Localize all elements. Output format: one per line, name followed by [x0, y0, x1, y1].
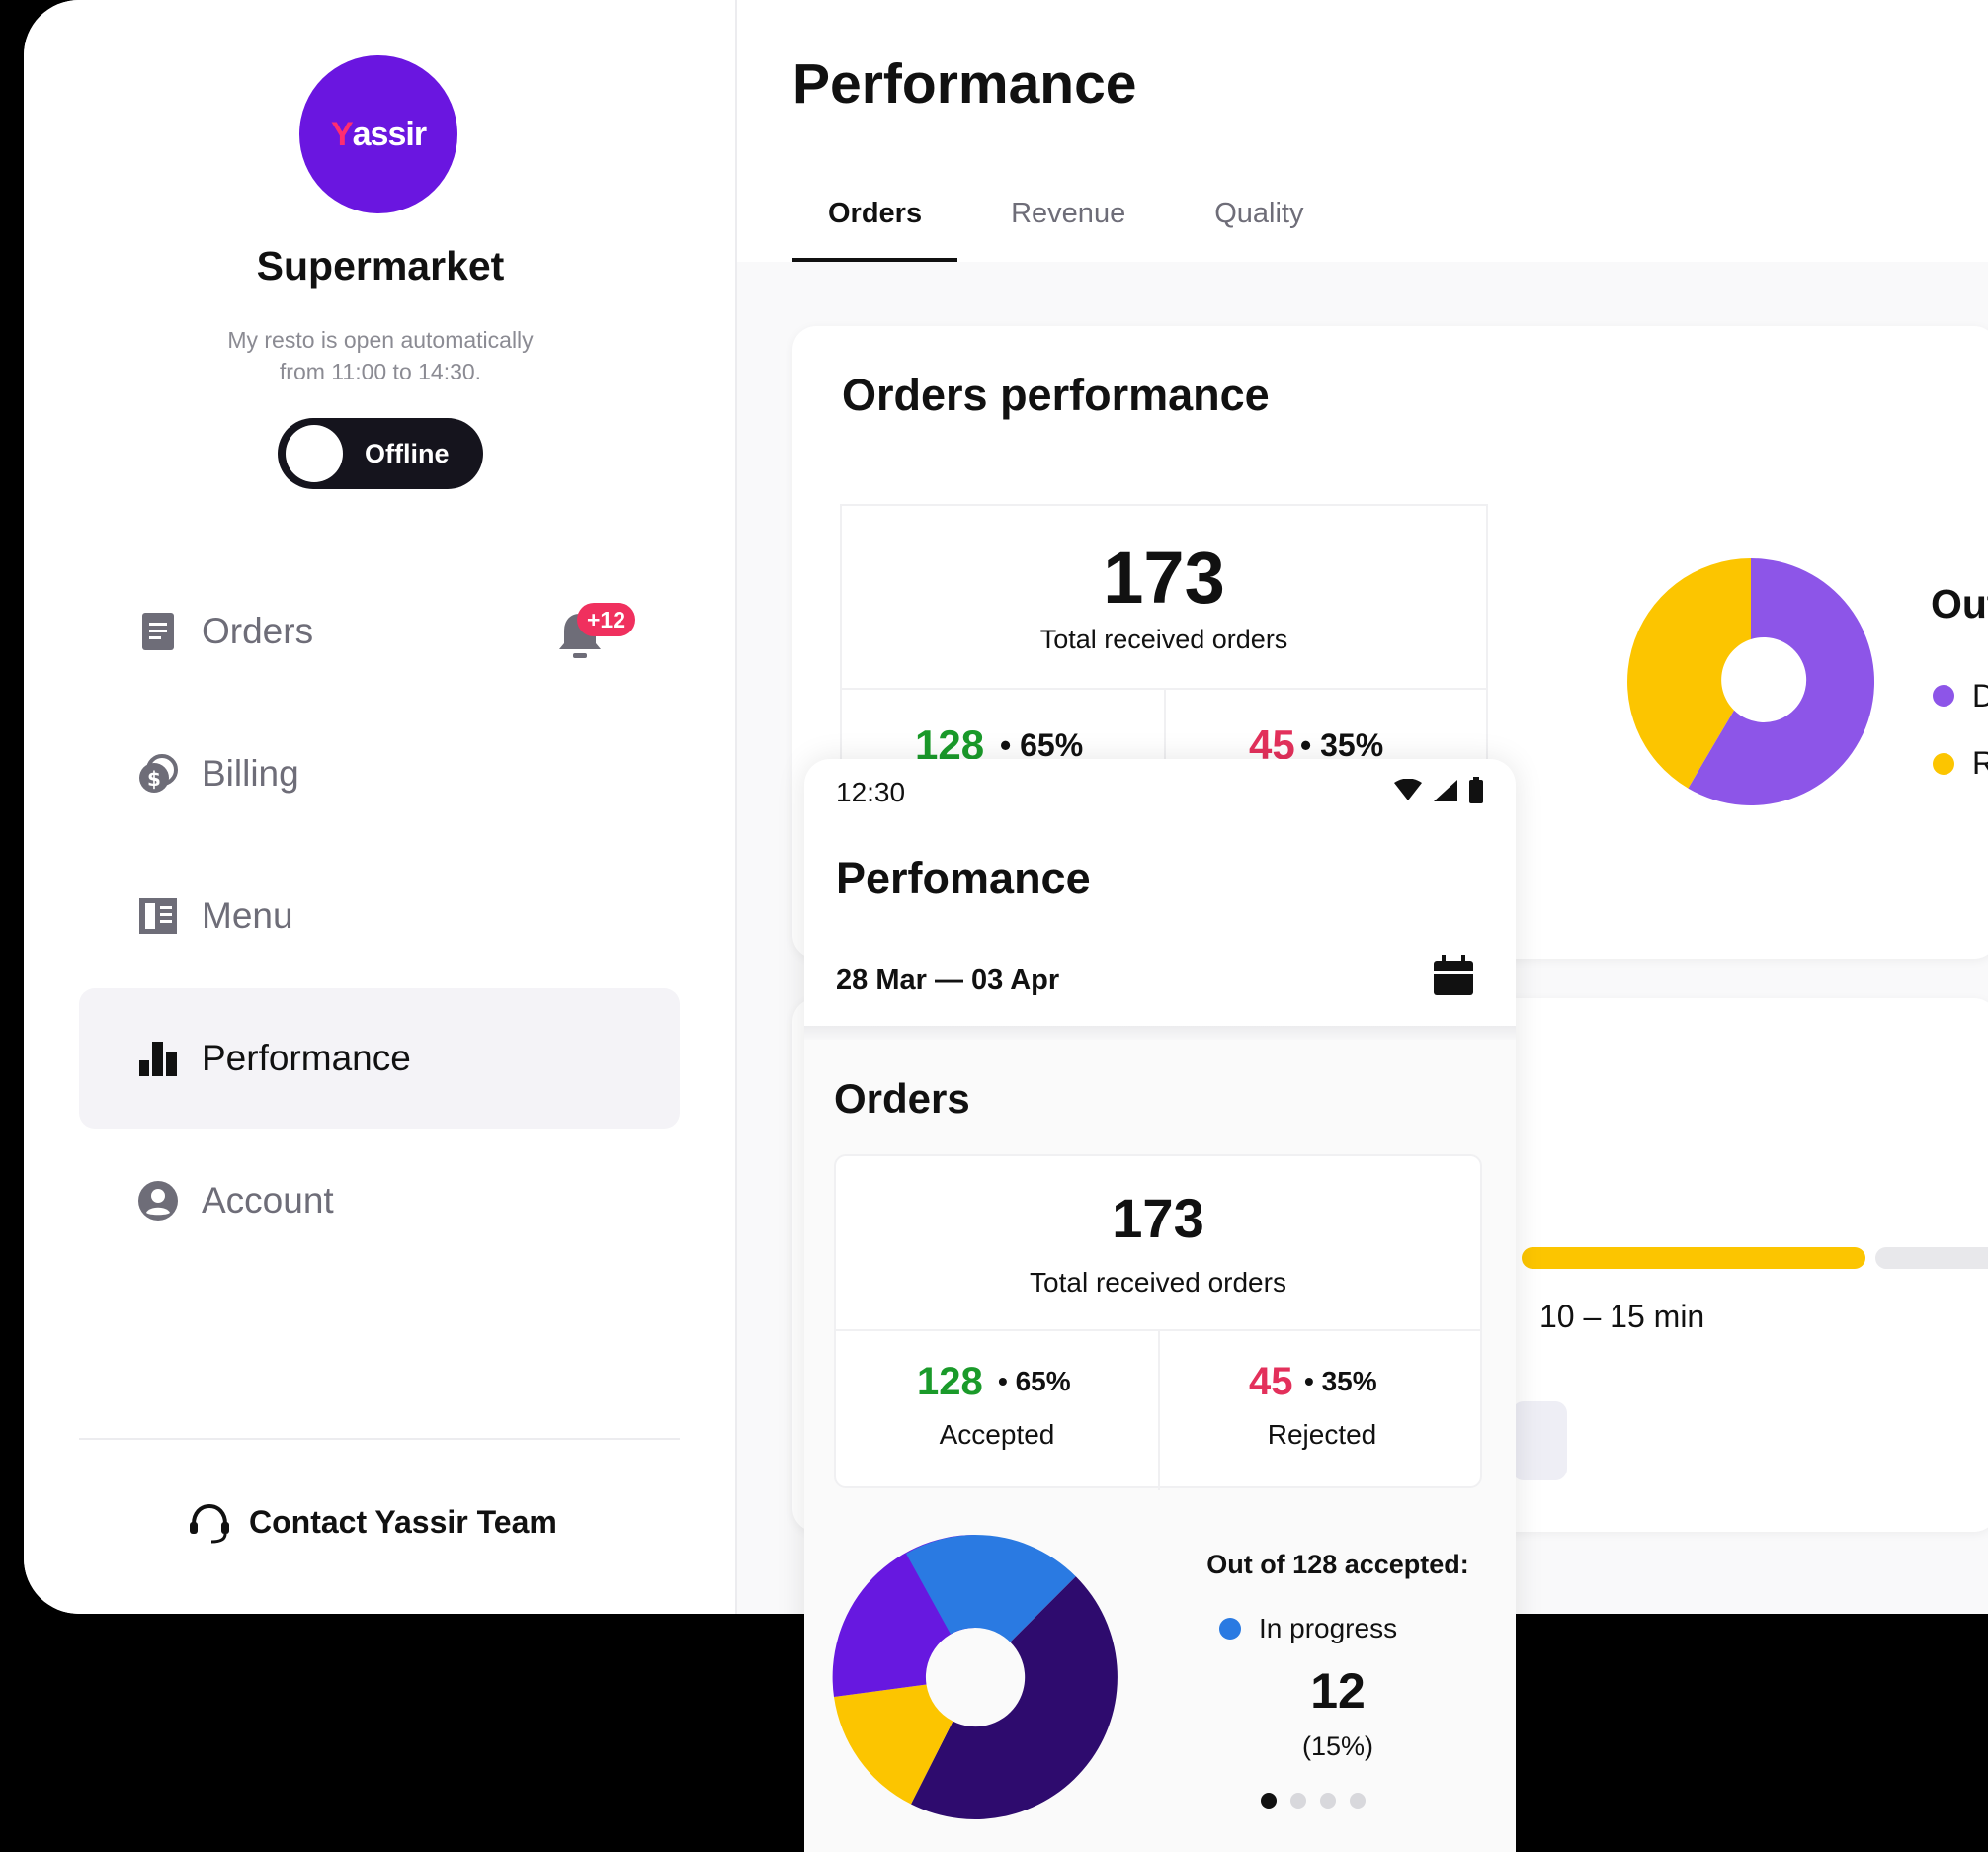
- legend-dot-blue: [1219, 1618, 1241, 1640]
- chart-legend-title: Out: [1931, 581, 1988, 627]
- sidebar-item-account[interactable]: Account: [79, 1131, 680, 1271]
- battery-icon: [1469, 777, 1483, 803]
- pager-dot[interactable]: [1320, 1793, 1336, 1809]
- time-range-label: 10 – 15 min: [1539, 1299, 1705, 1334]
- card-action-button[interactable]: [1512, 1401, 1567, 1480]
- contact-team-button[interactable]: Contact Yassir Team: [186, 1498, 557, 1546]
- donut-slice-blue-left: [906, 1535, 975, 1635]
- sidebar-item-label: Menu: [202, 895, 293, 936]
- accepted-count: 128: [917, 1360, 983, 1403]
- legend-dot-purple: [1933, 685, 1954, 707]
- pager-dot[interactable]: [1350, 1793, 1366, 1809]
- donut-slice-delivered: [1688, 558, 1875, 805]
- status-bar-time: 12:30: [836, 777, 906, 807]
- mobile-app-screen: 12:30 Perfomance 28 Mar — 03 Apr Orders …: [804, 759, 1516, 1852]
- time-bar-fill: [1522, 1247, 1865, 1269]
- toggle-label: Offline: [365, 438, 450, 468]
- rejected-count: 45: [1249, 1360, 1293, 1403]
- rejected-percent: • 35%: [1304, 1366, 1377, 1396]
- legend-dot-yellow: [1933, 753, 1954, 775]
- wifi-icon: [1394, 779, 1422, 800]
- time-bar-track: [1875, 1247, 1988, 1269]
- sidebar-item-orders[interactable]: Orders: [79, 561, 680, 702]
- tab-quality[interactable]: Quality: [1214, 198, 1304, 229]
- contact-label: Contact Yassir Team: [249, 1503, 557, 1540]
- accepted-breakdown-title: Out of 128 accepted:: [1206, 1550, 1469, 1579]
- notification-badge: +12: [577, 603, 636, 636]
- sidebar-item-label: Performance: [202, 1038, 411, 1078]
- mobile-orders-stats: 173 Total received orders 128 • 65% Acce…: [834, 1154, 1482, 1490]
- header-shadow: [804, 1026, 1516, 1040]
- mobile-page-title: Perfomance: [836, 853, 1091, 903]
- orders-icon: [136, 610, 180, 653]
- pager-dot-active[interactable]: [1261, 1793, 1277, 1809]
- donut-slice-dark: [911, 1576, 1118, 1819]
- orders-section-title: Orders: [834, 1075, 970, 1122]
- date-range: 28 Mar — 03 Apr: [836, 965, 1060, 996]
- sidebar-item-label: Account: [202, 1180, 334, 1221]
- divider: [1158, 1329, 1160, 1490]
- accepted-donut-chart: [832, 1534, 1118, 1819]
- pager-dot[interactable]: [1290, 1793, 1306, 1809]
- in-progress-count: 12: [1310, 1663, 1366, 1719]
- legend-label: Del: [1972, 678, 1988, 714]
- menu-icon: [136, 894, 180, 938]
- donut-slice-yellow: [834, 1684, 953, 1805]
- bar-chart-icon: [136, 1037, 180, 1080]
- total-orders-value: 173: [1112, 1187, 1204, 1249]
- legend-in-progress: In progress: [1219, 1613, 1397, 1644]
- rejected-label: Rejected: [1267, 1419, 1377, 1450]
- sidebar-divider: [79, 1438, 680, 1440]
- tab-bar: Orders Revenue Quality: [792, 188, 1339, 262]
- orders-donut-chart: [1627, 558, 1875, 805]
- in-progress-percent: (15%): [1301, 1731, 1374, 1761]
- page-title: Performance: [792, 52, 1137, 116]
- account-icon: [136, 1179, 180, 1222]
- calendar-icon[interactable]: [1433, 955, 1474, 996]
- online-status-toggle[interactable]: Offline: [278, 418, 483, 489]
- headset-icon: [190, 1503, 229, 1544]
- store-schedule-note: My resto is open automatically from 11:0…: [227, 327, 534, 384]
- sidebar-item-performance[interactable]: Performance: [79, 988, 680, 1129]
- tab-orders[interactable]: Orders: [792, 188, 958, 262]
- total-orders-label: Total received orders: [1030, 1267, 1286, 1298]
- svg-text:$: $: [147, 767, 161, 791]
- sidebar-item-label: Orders: [202, 611, 314, 651]
- total-orders-label: Total received orders: [1039, 625, 1288, 654]
- signal-icon: [1434, 780, 1457, 801]
- donut-slice-returned: [1627, 558, 1751, 789]
- accepted-label: Accepted: [939, 1419, 1055, 1450]
- rejected-percent: • 35%: [1300, 727, 1384, 763]
- sidebar-item-billing[interactable]: $ Billing: [79, 704, 680, 844]
- legend-label: In progress: [1259, 1613, 1398, 1643]
- tab-revenue[interactable]: Revenue: [1011, 198, 1126, 229]
- accepted-percent: • 65%: [1000, 727, 1084, 763]
- orders-stats-box: 173 Total received orders 128 • 65% 45 •…: [840, 504, 1488, 925]
- sidebar-item-menu[interactable]: Menu: [79, 846, 680, 986]
- toggle-knob: [286, 425, 343, 482]
- donut-slice-in-progress: [975, 1535, 1076, 1642]
- accepted-percent: • 65%: [998, 1366, 1071, 1396]
- carousel-pager: [1261, 1793, 1366, 1809]
- status-bar-icons: [1393, 777, 1484, 804]
- store-name: Supermarket: [256, 243, 505, 289]
- card-title: Orders performance: [842, 370, 1270, 420]
- total-orders-value: 173: [1103, 537, 1225, 619]
- sidebar-item-label: Billing: [202, 753, 299, 794]
- billing-icon: $: [136, 752, 180, 796]
- legend-label: Ret: [1972, 745, 1988, 781]
